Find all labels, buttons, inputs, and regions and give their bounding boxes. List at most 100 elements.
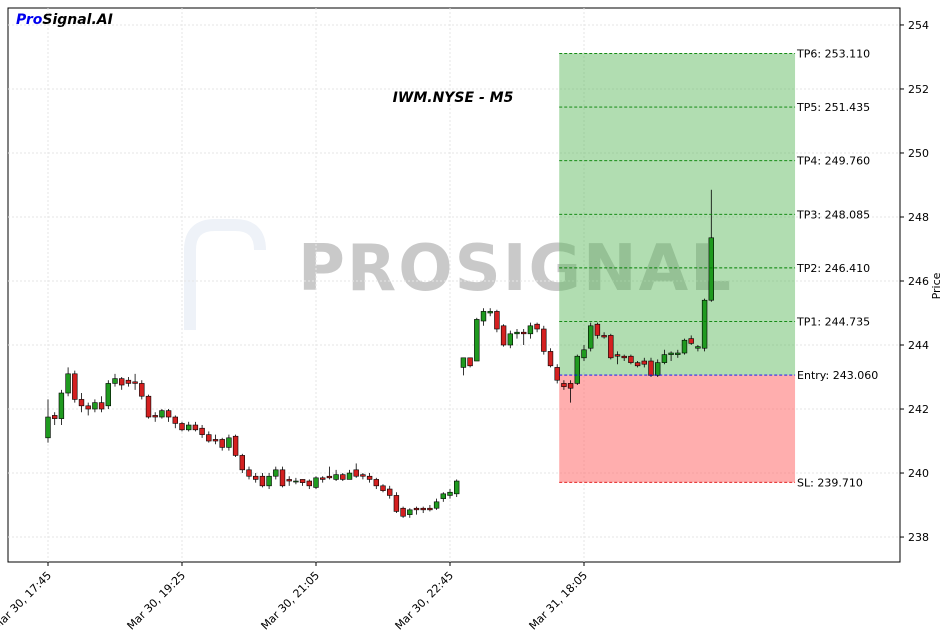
- brand-logo: ProSignal.AI: [16, 12, 113, 28]
- candle-body: [500, 325, 507, 346]
- candle-body: [554, 367, 560, 381]
- candle-body: [85, 405, 91, 410]
- candle-body: [561, 383, 567, 387]
- candle-body: [266, 475, 272, 487]
- candle-body: [152, 415, 158, 418]
- loss-zone: [559, 375, 796, 483]
- candle-body: [199, 427, 205, 435]
- candle-body: [393, 495, 400, 512]
- candle-body: [273, 469, 279, 477]
- candle-body: [460, 357, 467, 368]
- candle-body: [628, 355, 634, 363]
- x-tick-label: Mar 30, 22:45: [393, 569, 457, 632]
- chart-title: IWM.NYSE - M5: [393, 90, 514, 106]
- y-axis-label: Price: [930, 272, 943, 299]
- candle-body: [132, 381, 138, 384]
- candle-body: [239, 455, 245, 471]
- candle-body: [279, 469, 286, 487]
- y-tick-label: 248: [908, 211, 929, 224]
- candle-body: [253, 475, 259, 480]
- candle-body: [453, 480, 460, 495]
- candle-body: [407, 509, 413, 515]
- candle-body: [51, 415, 58, 419]
- brand-pro: Pro: [16, 12, 43, 28]
- candle-body: [259, 475, 266, 487]
- candle-body: [340, 474, 346, 480]
- candle-body: [641, 360, 648, 365]
- candle-body: [440, 493, 446, 499]
- candle-body: [681, 339, 688, 354]
- candle-body: [520, 331, 527, 335]
- candle-body: [675, 352, 681, 355]
- y-tick-label: 252: [908, 83, 929, 96]
- candle-body: [65, 373, 71, 394]
- x-tick-label: Mar 31, 18:05: [527, 569, 591, 632]
- candle-body: [179, 423, 185, 431]
- candle-body: [447, 491, 453, 496]
- level-label: TP5: 251.435: [796, 101, 870, 114]
- y-tick-label: 250: [908, 147, 929, 160]
- candle-body: [608, 335, 614, 359]
- level-label: TP2: 246.410: [796, 262, 870, 275]
- x-tick-label: Mar 30, 21:05: [259, 569, 323, 632]
- candle-body: [306, 480, 312, 487]
- candle-body: [433, 501, 440, 509]
- candle-body: [668, 352, 674, 355]
- candle-body: [326, 475, 333, 479]
- candle-body: [534, 323, 540, 330]
- candle-body: [232, 435, 239, 456]
- candle-body: [353, 469, 359, 477]
- candle-body: [487, 311, 493, 314]
- y-tick-label: 238: [908, 531, 929, 544]
- candle-body: [212, 439, 219, 442]
- candle-body: [145, 395, 152, 418]
- candle-body: [159, 410, 165, 418]
- candle-body: [547, 351, 554, 367]
- candle-body: [186, 424, 192, 431]
- candle-body: [494, 311, 500, 330]
- candle-body: [527, 325, 534, 335]
- candle-body: [172, 416, 178, 424]
- level-label: TP6: 253.110: [796, 47, 870, 60]
- y-tick-label: 244: [908, 339, 929, 352]
- candle-body: [219, 439, 225, 448]
- candle-body: [695, 346, 701, 349]
- candle-body: [474, 319, 480, 362]
- candle-body: [192, 424, 199, 431]
- candle-body: [98, 402, 105, 410]
- y-tick-label: 242: [908, 403, 929, 416]
- candle-body: [587, 325, 594, 349]
- candle-body: [581, 349, 587, 359]
- candle-body: [380, 485, 386, 491]
- candle-body: [480, 311, 487, 322]
- y-tick-label: 254: [908, 19, 929, 32]
- candle-body: [360, 474, 366, 477]
- candle-body: [165, 410, 172, 418]
- candle-body: [654, 362, 661, 376]
- watermark-icon: [184, 219, 266, 330]
- candle-body: [708, 237, 715, 301]
- candle-body: [386, 488, 393, 496]
- candle-body: [105, 383, 112, 407]
- candle-body: [112, 378, 118, 384]
- candle-body: [58, 392, 65, 419]
- candle-body: [601, 335, 607, 338]
- level-label: TP1: 244.735: [796, 315, 870, 328]
- candle-body: [420, 507, 426, 511]
- candle-body: [467, 357, 473, 367]
- candle-body: [206, 434, 212, 442]
- candle-body: [366, 475, 373, 480]
- x-tick-label: Mar 30, 19:25: [125, 569, 189, 632]
- candle-body: [226, 437, 232, 448]
- candle-body: [701, 299, 708, 349]
- candle-body: [45, 416, 51, 439]
- candle-body: [688, 338, 694, 344]
- watermark: PROSIGNAL: [298, 232, 733, 306]
- candle-body: [648, 360, 654, 376]
- candle-body: [119, 378, 125, 386]
- candle-body: [139, 383, 145, 397]
- candle-body: [319, 477, 326, 480]
- candle-body: [286, 479, 292, 482]
- candle-body: [507, 333, 513, 346]
